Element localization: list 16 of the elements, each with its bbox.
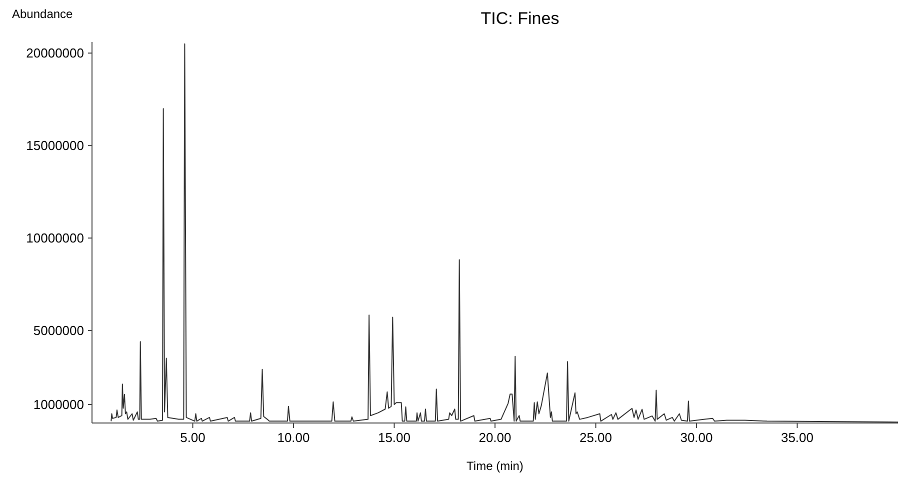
y-tick-label: 1000000 — [33, 397, 84, 412]
y-tick-label: 15000000 — [26, 138, 84, 154]
line-series — [110, 43, 898, 423]
y-tick-label: 5000000 — [33, 323, 84, 338]
x-axis-title: Time (min) — [466, 459, 524, 473]
x-tick-label: 15.00 — [378, 430, 411, 445]
y-axis-title: Abundance — [12, 7, 74, 21]
x-tick-label: 5.00 — [180, 430, 206, 445]
chart-title: TIC: Fines — [480, 9, 560, 28]
x-tick-label: 20.00 — [478, 430, 512, 445]
x-tick-label: 10.00 — [277, 430, 310, 445]
y-tick-label: 20000000 — [26, 46, 84, 61]
x-tick-label: 30.00 — [680, 430, 713, 445]
y-tick-label: 10000000 — [26, 230, 84, 246]
x-tick-label: 35.00 — [780, 430, 814, 445]
x-tick-label: 25.00 — [579, 430, 612, 445]
